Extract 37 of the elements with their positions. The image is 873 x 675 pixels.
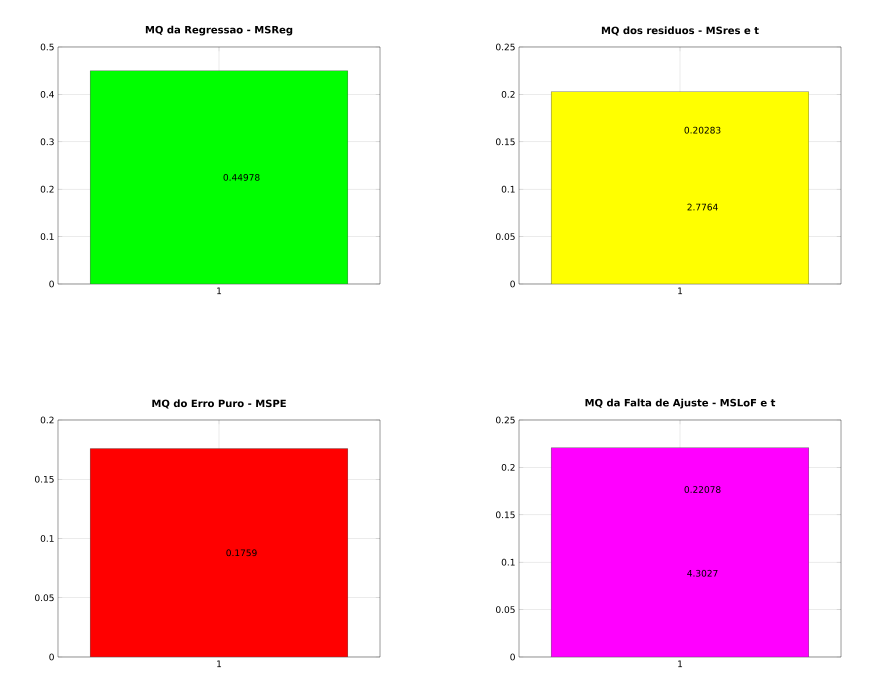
y-tick-label: 0.1	[502, 186, 515, 193]
y-tick-label: 0.25	[496, 44, 515, 50]
y-tick-label: 0.5	[40, 44, 54, 50]
x-tick-label: 1	[678, 288, 682, 294]
annotation: 4.3027	[687, 570, 718, 577]
chart-title: MQ da Regressao - MSReg	[146, 26, 292, 36]
x-tick-label: 1	[217, 288, 222, 294]
chart-title: MQ do Erro Puro - MSPE	[152, 399, 286, 408]
y-tick-label: 0	[510, 280, 515, 288]
annotation: 0.44978	[224, 174, 260, 181]
y-tick-label: 0.15	[35, 476, 54, 483]
y-tick-label: 0.2	[502, 464, 515, 471]
y-tick-label: 0.2	[40, 186, 54, 193]
annotation: 2.7764	[687, 204, 718, 210]
chart-title: MQ da Falta de Ajuste - MSLoF e t	[586, 398, 776, 408]
y-tick-label: 0.4	[40, 90, 54, 98]
y-tick-label: 0	[510, 654, 515, 660]
y-tick-label: 0.1	[502, 558, 515, 566]
y-tick-label: 0.2	[40, 416, 54, 424]
annotation: 0.1759	[226, 549, 257, 556]
y-tick-label: 0.05	[35, 594, 54, 602]
x-tick-label: 1	[217, 660, 222, 668]
y-tick-label: 0.25	[496, 416, 515, 424]
y-tick-label: 0.15	[496, 138, 515, 146]
y-tick-label: 0.05	[496, 233, 515, 240]
y-tick-label: 0.1	[40, 535, 54, 542]
x-tick-label: 1	[678, 660, 682, 668]
y-tick-label: 0.05	[496, 606, 515, 613]
y-tick-label: 0.2	[502, 90, 515, 98]
y-tick-label: 0.1	[40, 233, 54, 240]
y-tick-label: 0.3	[40, 138, 54, 146]
y-tick-label: 0	[49, 654, 54, 660]
annotation: 0.20283	[684, 126, 720, 134]
chart-title: MQ dos residuos - MSres e t	[602, 26, 759, 36]
annotation: 0.22078	[684, 486, 721, 493]
y-tick-label: 0	[49, 280, 54, 288]
y-tick-label: 0.15	[496, 511, 515, 518]
